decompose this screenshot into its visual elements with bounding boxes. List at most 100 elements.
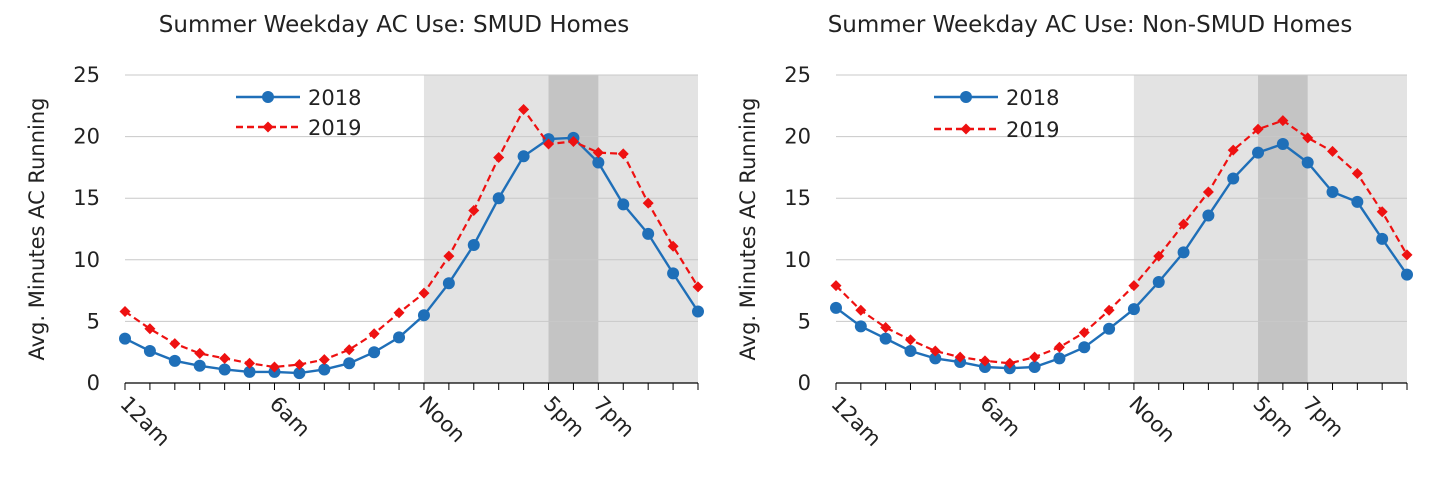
chart-title: Summer Weekday AC Use: SMUD Homes: [159, 12, 629, 38]
data-point-2018: [293, 367, 306, 380]
data-point-2019: [418, 287, 430, 299]
data-point-2018: [879, 332, 892, 345]
data-point-2018: [343, 357, 356, 370]
data-point-2018: [617, 198, 630, 211]
data-point-2019: [880, 322, 892, 334]
x-tick-label: 7pm: [1298, 392, 1348, 442]
legend-marker-2018: [262, 91, 274, 103]
legend-label-2018: 2018: [1006, 86, 1059, 110]
data-point-2019: [855, 304, 867, 316]
chart-title: Summer Weekday AC Use: Non-SMUD Homes: [828, 12, 1353, 38]
data-point-2018: [692, 305, 704, 318]
data-point-2019: [1029, 351, 1041, 363]
data-point-2018: [592, 156, 605, 169]
data-point-2019: [1178, 218, 1190, 230]
data-point-2019: [904, 334, 916, 346]
data-point-2019: [268, 361, 280, 373]
data-point-2019: [219, 352, 231, 364]
y-tick-label: 25: [73, 63, 100, 87]
data-point-2019: [642, 197, 654, 209]
legend-marker-2018: [960, 91, 972, 103]
data-point-2018: [1351, 195, 1364, 208]
data-point-2018: [467, 239, 480, 252]
data-point-2019: [1128, 280, 1140, 292]
data-point-2019: [1252, 123, 1264, 135]
data-point-2018: [1276, 137, 1289, 150]
chart-non-smud-homes: 0 5 10 15 20 25 12am 6am Noon 5pm 7pm Summer Weekda…: [736, 12, 1413, 451]
x-tick-label: Noon: [414, 392, 470, 448]
y-axis-label: Avg. Minutes AC Running: [25, 98, 49, 361]
data-point-2018: [318, 363, 331, 376]
data-point-2019: [979, 355, 991, 367]
data-point-2019: [929, 345, 941, 357]
y-tick-label: 10: [784, 248, 811, 272]
data-point-2019: [169, 338, 181, 350]
data-point-2018: [218, 363, 231, 376]
legend-label-2019: 2019: [308, 116, 361, 140]
series-line-2019: [835, 119, 1408, 365]
x-tick-label: 7pm: [589, 392, 639, 442]
data-point-2018: [119, 332, 131, 345]
data-point-2019: [830, 280, 842, 292]
data-point-2019: [1078, 326, 1090, 338]
data-point-2018: [1103, 322, 1116, 335]
legend-marker-2019: [262, 121, 274, 133]
data-point-2018: [417, 309, 430, 322]
x-tick-label: 6am: [265, 392, 315, 442]
data-point-2019: [1277, 115, 1289, 127]
y-tick-label: 10: [73, 248, 100, 272]
data-point-2019: [493, 152, 505, 164]
data-point-2019: [1153, 250, 1165, 262]
data-point-2019: [1053, 341, 1065, 353]
data-point-2018: [1326, 186, 1339, 199]
y-tick-label: 15: [784, 186, 811, 210]
data-point-2019: [1351, 168, 1363, 180]
x-tick-label: 12am: [826, 392, 885, 451]
data-point-2019: [592, 147, 604, 159]
y-axis-label: Avg. Minutes AC Running: [736, 98, 760, 361]
data-point-2018: [904, 344, 917, 357]
data-point-2019: [567, 136, 579, 148]
data-point-2018: [1301, 156, 1314, 169]
data-point-2018: [168, 354, 181, 367]
data-point-2019: [1004, 357, 1016, 369]
y-tick-label: 20: [784, 125, 811, 149]
data-point-2019: [318, 354, 330, 366]
data-point-2018: [854, 320, 867, 333]
data-point-2019: [1401, 249, 1413, 261]
data-point-2019: [1227, 144, 1239, 156]
y-tick-label: 20: [73, 125, 100, 149]
data-point-2018: [193, 359, 206, 372]
data-point-2019: [543, 138, 555, 150]
data-point-2018: [1127, 303, 1140, 316]
data-point-2019: [144, 323, 156, 335]
data-point-2019: [617, 148, 629, 160]
data-point-2018: [368, 346, 381, 359]
chart-smud-homes: 0 5 10 15 20 25 12am 6am Noon 5pm 7pm Summer Weekda…: [25, 12, 704, 451]
data-point-2018: [1202, 209, 1215, 222]
data-point-2019: [667, 240, 679, 252]
data-point-2019: [244, 357, 256, 369]
data-point-2019: [1202, 186, 1214, 198]
data-point-2018: [1078, 341, 1091, 354]
data-point-2018: [1227, 172, 1240, 185]
data-point-2019: [194, 347, 206, 359]
y-tick-label: 0: [798, 371, 811, 395]
data-point-2018: [978, 360, 991, 373]
data-point-2018: [1177, 246, 1190, 259]
data-point-2019: [1327, 145, 1339, 157]
data-point-2019: [368, 328, 380, 340]
data-point-2018: [393, 331, 406, 344]
data-point-2018: [1401, 268, 1413, 281]
y-tick-label: 25: [784, 63, 811, 87]
data-point-2019: [293, 359, 305, 371]
x-tick-label: 6am: [975, 392, 1025, 442]
data-point-2018: [143, 344, 156, 357]
data-point-2018: [243, 365, 256, 378]
data-point-2018: [442, 277, 455, 290]
data-point-2019: [468, 205, 480, 217]
y-tick-label: 15: [73, 186, 100, 210]
data-point-2018: [642, 227, 655, 240]
data-point-2019: [443, 250, 455, 262]
